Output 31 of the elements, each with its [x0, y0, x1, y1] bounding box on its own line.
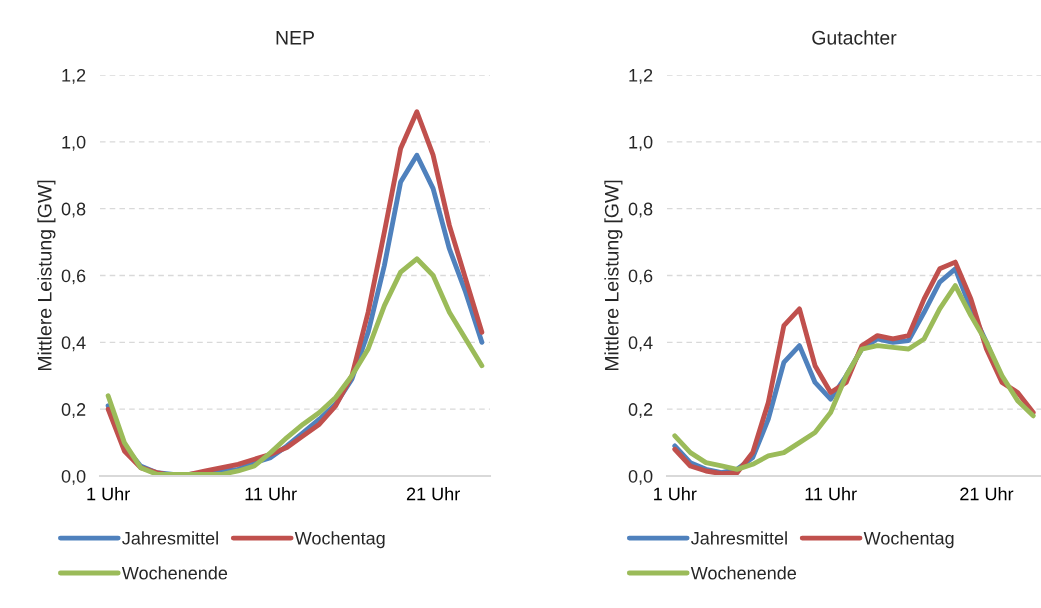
legend-label: Wochentag [294, 531, 385, 549]
y-tick-label: 0,2 [61, 403, 86, 419]
legend-label: Wochenende [121, 566, 228, 580]
x-tick-label: 21 Uhr [406, 487, 460, 501]
x-tick-label: 11 Uhr [245, 487, 297, 501]
chart-title: NEP [276, 31, 314, 45]
y-tick-label: 0,4 [628, 336, 653, 352]
y-tick-label: 1,2 [629, 68, 653, 84]
y-tick-label: 0,8 [61, 202, 86, 218]
x-tick-label: 1 Uhr [654, 487, 697, 501]
y-tick-label: 0,6 [628, 269, 653, 285]
y-tick-label: 0,0 [61, 469, 86, 485]
legend-label: Wochenende [690, 566, 797, 580]
legend-label: Jahresmittel [122, 531, 218, 545]
y-tick-label: 0,6 [61, 269, 86, 285]
x-tick-label: 1 Uhr [87, 487, 130, 501]
y-axis-title: Mittlere Leistung [GW] [604, 180, 623, 371]
line-series [105, 256, 485, 476]
y-tick-label: 1,0 [62, 135, 86, 151]
y-tick-label: 1,2 [62, 68, 86, 84]
x-tick-label: 21 Uhr [960, 487, 1014, 501]
legend-label: Wochentag [863, 531, 954, 549]
y-tick-label: 0,0 [628, 469, 653, 485]
y-tick-label: 0,8 [628, 202, 653, 218]
x-tick-label: 11 Uhr [805, 487, 857, 501]
y-tick-label: 0,4 [61, 336, 86, 352]
y-axis-title: Mittlere Leistung [GW] [37, 180, 56, 371]
y-tick-label: 1,0 [629, 135, 653, 151]
legend-label: Jahresmittel [691, 531, 787, 545]
y-tick-label: 0,2 [628, 403, 653, 419]
chart-title: Gutachter [812, 30, 897, 45]
